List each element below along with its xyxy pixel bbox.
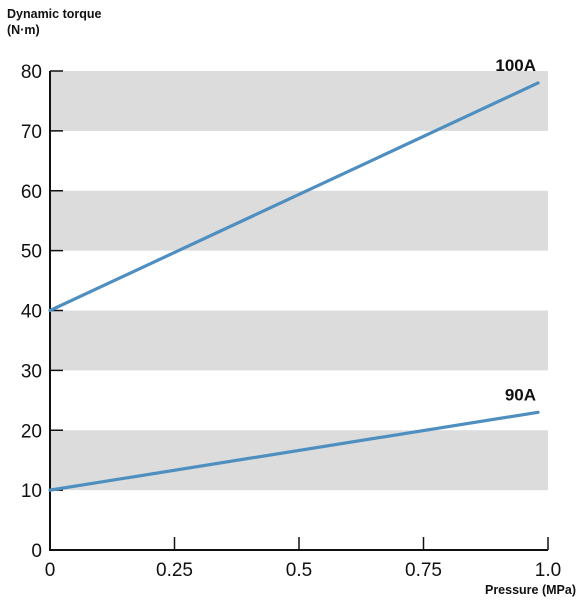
y-tick-label-0: 0 <box>31 541 42 562</box>
y-axis-title-line2: (N·m) <box>7 23 40 37</box>
series-labels: 100A 90A <box>495 56 536 404</box>
grid-band-3 <box>50 71 548 131</box>
grid-band-2 <box>50 190 548 251</box>
x-tick-label-1: 0.25 <box>156 560 193 581</box>
grid-band-0 <box>50 430 548 491</box>
x-axis-title: Pressure (MPa) <box>484 583 576 597</box>
series-line-100A <box>48 81 540 313</box>
y-tick-label-6: 60 <box>21 182 42 203</box>
grid-band-1 <box>50 310 548 371</box>
series-label-100A: 100A <box>495 56 536 75</box>
y-tick-label-8: 80 <box>21 62 42 83</box>
y-tick-label-3: 30 <box>21 361 42 382</box>
x-tick-label-4: 1.0 <box>535 560 561 581</box>
x-tick-label-0: 0 <box>45 560 56 581</box>
y-axis-title: Dynamic torque (N·m) <box>7 6 101 38</box>
series-line-90A <box>48 410 540 492</box>
y-tick-label-5: 50 <box>21 242 42 263</box>
y-tick-label-4: 40 <box>21 302 42 323</box>
background-bands <box>50 71 548 491</box>
y-tick-labels: 0 10 20 30 40 50 60 70 80 <box>21 62 42 562</box>
y-axis-title-line1: Dynamic torque <box>7 7 102 21</box>
series-label-90A: 90A <box>505 385 536 404</box>
x-tick-label-2: 0.5 <box>286 560 312 581</box>
y-tick-label-1: 10 <box>21 481 42 502</box>
x-tick-label-3: 0.75 <box>405 560 442 581</box>
y-tick-label-2: 20 <box>21 421 42 442</box>
y-tick-label-7: 70 <box>21 122 42 143</box>
x-tick-labels: 0 0.25 0.5 0.75 1.0 <box>45 560 562 581</box>
series-lines <box>48 81 540 492</box>
